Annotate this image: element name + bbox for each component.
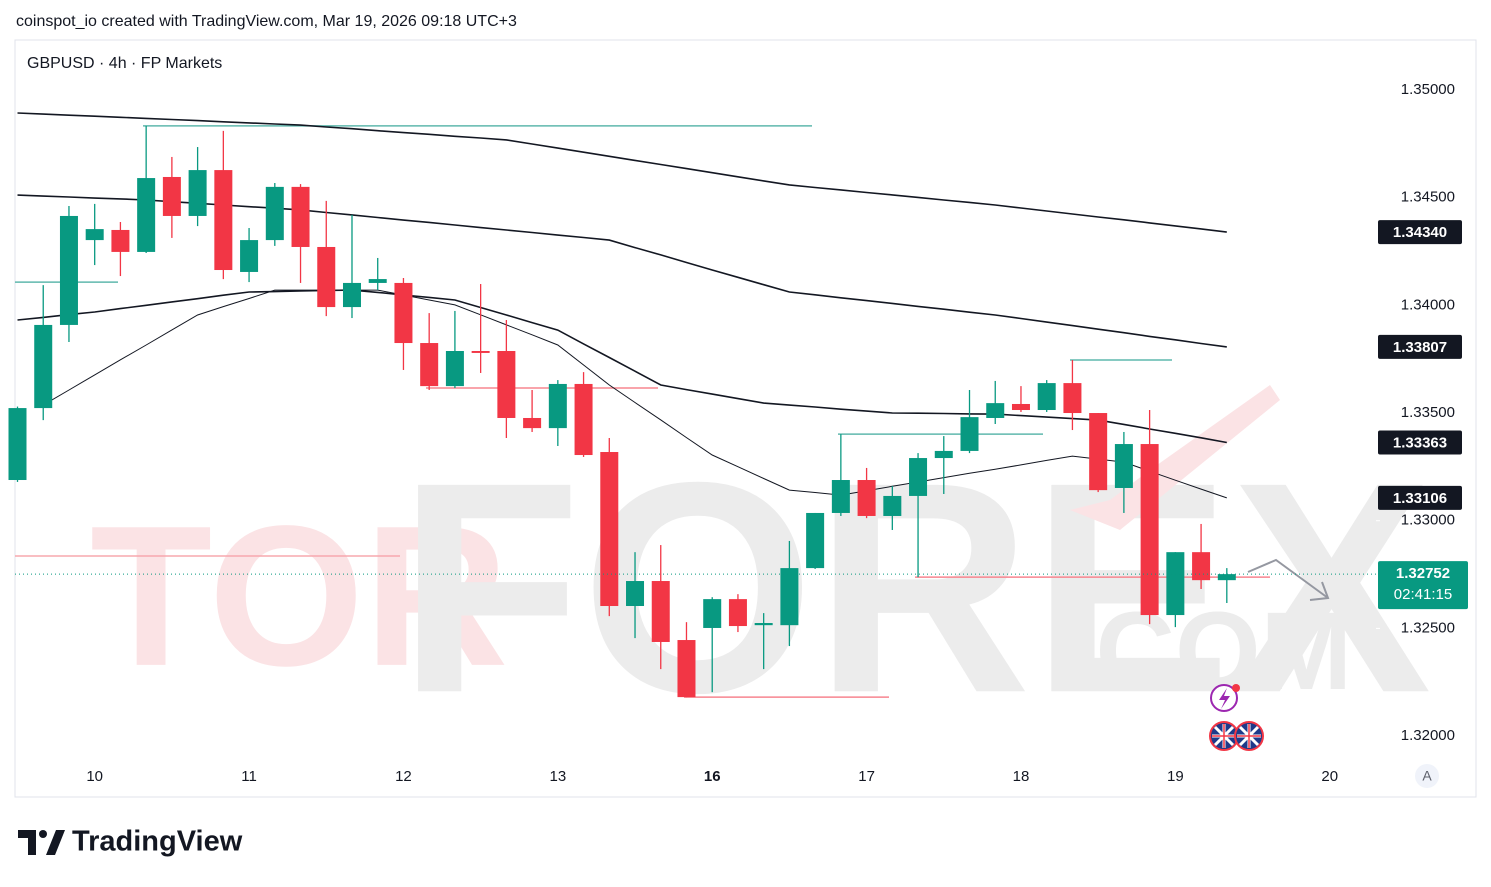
x-tick-label: 20 <box>1321 768 1338 785</box>
ma-line <box>17 289 1227 444</box>
candle-body <box>651 581 670 642</box>
line-tag-label: 1.33807 <box>1393 339 1447 356</box>
y-tick-label: 1.34000 <box>1401 296 1455 313</box>
candle-body <box>831 480 850 513</box>
auto-button-bg[interactable] <box>1415 764 1439 788</box>
line-tag <box>1378 220 1462 245</box>
x-tick-label: 10 <box>86 768 103 785</box>
x-tick-label: 18 <box>1013 768 1030 785</box>
candle-body <box>1089 413 1108 491</box>
candle-body <box>1166 552 1185 616</box>
candle-body <box>471 351 490 353</box>
candle-body <box>806 512 825 569</box>
logo <box>18 830 65 855</box>
candle-body <box>162 176 181 216</box>
candle-body <box>368 279 387 283</box>
candle-body <box>883 495 902 516</box>
ma-line <box>42 289 1227 499</box>
candle-body <box>214 170 233 271</box>
watermark-text: TOR <box>90 485 509 708</box>
candle-body <box>1217 574 1236 581</box>
line-tag <box>1378 334 1462 359</box>
y-tick-label: 1.35000 <box>1401 81 1455 98</box>
candle-body <box>728 599 747 627</box>
candle-body <box>780 568 799 626</box>
candle-body <box>1192 552 1211 581</box>
candle-body <box>1140 444 1159 616</box>
candle-body <box>111 229 130 252</box>
x-tick-label: 19 <box>1167 768 1184 785</box>
candle-body <box>8 408 27 481</box>
candle-body <box>548 383 567 429</box>
candle-body <box>265 186 284 241</box>
line-tag-label: 1.34340 <box>1393 224 1447 241</box>
candle-body <box>34 324 53 409</box>
candle-body <box>240 240 259 272</box>
candle-body <box>677 640 696 698</box>
candle-body <box>394 282 413 344</box>
dot <box>1232 684 1240 692</box>
line-tag-label: 1.33106 <box>1393 490 1447 507</box>
candle-body <box>342 282 361 308</box>
watermark-text: .COM <box>1065 590 1352 713</box>
candle-body <box>857 480 876 516</box>
candle-body <box>85 229 104 241</box>
price-tag-label: 1.32752 <box>1396 565 1450 582</box>
candle-body <box>626 581 645 607</box>
x-tick-label: 16 <box>704 768 721 785</box>
candle-body <box>986 403 1005 418</box>
candle-body <box>1063 383 1082 414</box>
candle-body <box>137 178 156 252</box>
candle-body <box>574 383 593 456</box>
candle-body <box>420 343 439 387</box>
arrow-head <box>1309 581 1330 601</box>
y-tick-label: 1.33000 <box>1401 512 1455 529</box>
price-tag <box>1378 561 1468 610</box>
line-tag <box>1378 485 1462 510</box>
ma-line <box>17 194 1227 348</box>
y-tick-label: 1.32000 <box>1401 727 1455 744</box>
line-tag <box>1378 430 1462 455</box>
ma-line <box>17 112 1227 233</box>
lightning <box>1219 688 1230 709</box>
chart-title: GBPUSD · 4h · FP Markets <box>27 55 222 72</box>
line-tag-label: 1.33363 <box>1393 435 1447 452</box>
candle-body <box>291 186 310 247</box>
candle-body <box>59 215 78 325</box>
y-tick-label: 1.34500 <box>1401 189 1455 206</box>
forecast-arrow <box>1247 558 1329 599</box>
candle-body <box>754 623 773 626</box>
countdown: 02:41:15 <box>1394 586 1452 603</box>
candle-body <box>445 351 464 387</box>
x-tick-label: 17 <box>858 768 875 785</box>
candle-body <box>703 599 722 628</box>
y-tick-label: 1.32500 <box>1401 619 1455 636</box>
candle-body <box>523 417 542 429</box>
candle-body <box>317 246 336 308</box>
candle-body <box>1037 383 1056 411</box>
auto-button[interactable]: A <box>1422 768 1432 784</box>
flags[interactable] <box>1209 721 1264 751</box>
x-tick-label: 12 <box>395 768 412 785</box>
candle-body <box>934 450 953 459</box>
candle-body <box>909 458 928 496</box>
y-tick-label: 1.33500 <box>1401 404 1455 421</box>
candle-body <box>960 417 979 451</box>
header: coinspot_io created with TradingView.com… <box>16 13 517 30</box>
x-tick-label: 11 <box>241 768 257 785</box>
candle-body <box>497 351 516 418</box>
candle-body <box>600 452 619 607</box>
candle-body <box>1114 444 1133 488</box>
candle-body <box>188 170 207 216</box>
plot <box>8 112 1270 698</box>
candle-body <box>1011 403 1030 411</box>
footer-brand: TradingView <box>72 826 243 858</box>
watermark-check <box>1070 385 1280 530</box>
x-tick-label: 13 <box>549 768 566 785</box>
